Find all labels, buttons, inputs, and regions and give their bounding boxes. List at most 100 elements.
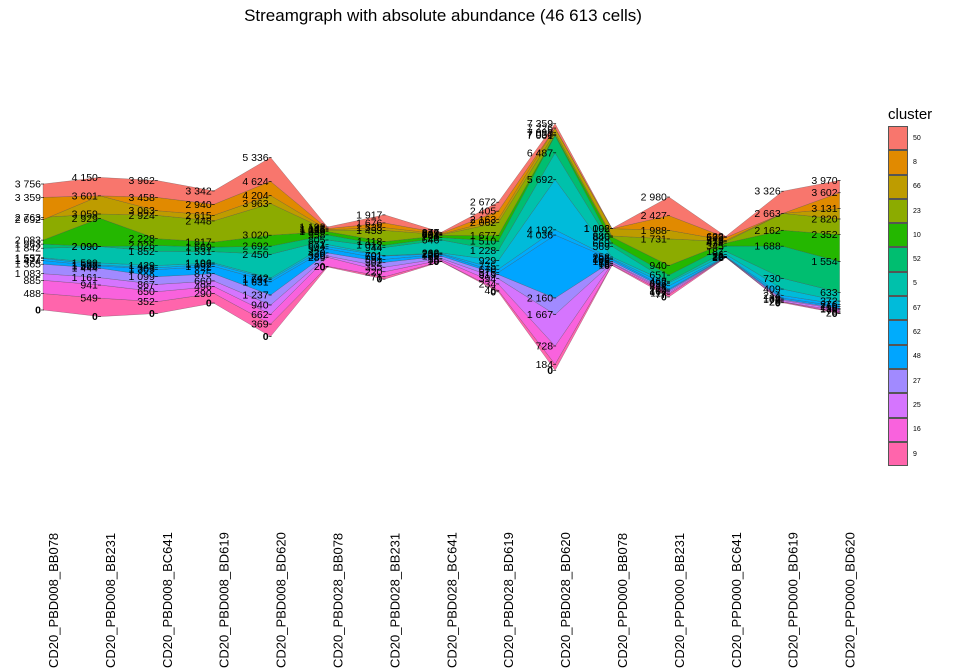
value-label: 940 bbox=[649, 260, 667, 272]
value-label: 775 bbox=[479, 260, 497, 272]
legend-swatch bbox=[888, 368, 908, 394]
value-label: 691 bbox=[365, 250, 383, 262]
value-label: 3 342 bbox=[185, 185, 211, 197]
value-label: 875 bbox=[194, 268, 212, 280]
value-label: 2 090 bbox=[72, 241, 98, 253]
value-label: 1 688 bbox=[754, 241, 780, 253]
value-label: 1 012 bbox=[356, 240, 382, 252]
value-label: 4 036 bbox=[527, 230, 553, 242]
value-label: 2 405 bbox=[470, 206, 496, 218]
value-label: 210 bbox=[820, 301, 838, 313]
value-label: 184 bbox=[536, 359, 554, 371]
legend-label: 52 bbox=[913, 256, 921, 264]
value-label: 1 599 bbox=[72, 257, 98, 269]
value-label: 728 bbox=[536, 341, 554, 353]
value-label: 885 bbox=[23, 275, 41, 287]
x-tick-label: CD20_PPD000_BD619 bbox=[786, 532, 801, 668]
value-label: 1 817 bbox=[185, 237, 211, 249]
value-label: 2 929 bbox=[72, 213, 98, 225]
value-label: 409 bbox=[763, 284, 781, 296]
value-label: 200 bbox=[649, 285, 667, 297]
value-label: 671 bbox=[308, 239, 326, 251]
value-label: 479 bbox=[706, 236, 724, 248]
legend-item-48: 48 bbox=[888, 344, 954, 369]
x-tick-label: CD20_PBD008_BD620 bbox=[274, 532, 289, 668]
value-label: 158 bbox=[820, 303, 838, 315]
value-label: 3 131 bbox=[811, 203, 837, 215]
value-label: 2 940 bbox=[185, 199, 211, 211]
value-label: 1 118 bbox=[357, 236, 383, 248]
value-label: 929 bbox=[479, 255, 497, 267]
x-tick-label: CD20_PBD028_BD619 bbox=[501, 532, 516, 668]
value-label: 1 667 bbox=[527, 309, 553, 321]
value-label: 117 bbox=[650, 288, 667, 300]
legend: cluster 50 8 66 23 10 52 5 67 62 48 27 25 16 9 bbox=[888, 106, 954, 467]
value-label: 1 676 bbox=[356, 217, 382, 229]
x-tick-label: CD20_PBD028_BD620 bbox=[558, 532, 573, 668]
legend-label: 16 bbox=[913, 426, 921, 434]
x-tick-label: CD20_PBD008_BC641 bbox=[160, 532, 175, 668]
value-label: 3 963 bbox=[242, 198, 268, 210]
value-label: 2 163 bbox=[470, 214, 496, 226]
value-label: 701 bbox=[365, 250, 383, 262]
value-label: 2 763 bbox=[15, 212, 41, 224]
value-label: 1 510 bbox=[470, 236, 496, 248]
value-label: 877 bbox=[422, 227, 440, 239]
value-label: 164 bbox=[649, 286, 667, 298]
value-label: 1 697 bbox=[242, 274, 268, 286]
value-label: 1 228 bbox=[470, 245, 496, 257]
value-label: 423 bbox=[649, 277, 667, 289]
value-label: 1 083 bbox=[15, 268, 41, 280]
value-label: 187 bbox=[706, 246, 724, 258]
value-label: 804 bbox=[422, 229, 440, 241]
value-label: 20 bbox=[314, 261, 326, 273]
x-tick-label: CD20_PPD000_BD620 bbox=[843, 532, 858, 668]
value-label: 1 557 bbox=[15, 252, 41, 264]
legend-item-23: 23 bbox=[888, 198, 954, 224]
value-label: 434 bbox=[706, 238, 724, 250]
value-label: 846 bbox=[592, 232, 610, 244]
value-label: 36 bbox=[712, 251, 724, 263]
value-label: 1 365 bbox=[15, 259, 41, 271]
value-label: 352 bbox=[137, 296, 155, 308]
value-label: 1 474 bbox=[15, 255, 41, 267]
legend-swatch bbox=[888, 344, 908, 369]
legend-label: 48 bbox=[913, 353, 921, 361]
value-label: 2 083 bbox=[15, 235, 41, 247]
value-label: 3 063 bbox=[129, 205, 155, 217]
x-tick-label: CD20_PBD008_BD619 bbox=[217, 532, 232, 668]
value-label: 2 352 bbox=[811, 229, 837, 241]
value-label: 591 bbox=[365, 254, 383, 266]
value-label: 1 237 bbox=[242, 290, 268, 302]
value-label: 1 538 bbox=[356, 222, 382, 234]
value-label: 549 bbox=[80, 293, 98, 305]
value-label: 1 669 bbox=[185, 242, 211, 254]
value-label: 2 692 bbox=[15, 214, 41, 226]
value-label: 822 bbox=[422, 229, 440, 241]
value-label: 1 537 bbox=[15, 253, 41, 265]
value-label: 0 bbox=[433, 256, 439, 268]
value-label: 7 001 bbox=[527, 130, 553, 142]
value-label: 513 bbox=[706, 235, 724, 247]
value-label: 604 bbox=[308, 241, 326, 253]
value-label: 3 602 bbox=[811, 187, 837, 199]
legend-swatch bbox=[888, 393, 908, 418]
value-label: 2 427 bbox=[641, 210, 667, 222]
value-label: 0 bbox=[263, 331, 269, 343]
legend-swatch bbox=[888, 126, 908, 151]
value-label: 16 bbox=[712, 252, 724, 264]
legend-item-16: 16 bbox=[888, 417, 954, 442]
value-label: 867 bbox=[137, 279, 155, 291]
legend-label: 23 bbox=[913, 207, 921, 215]
legend-item-8: 8 bbox=[888, 150, 954, 175]
value-label: 1 429 bbox=[129, 260, 155, 272]
value-label: 1 536 bbox=[72, 260, 98, 272]
value-label: 180 bbox=[592, 254, 610, 266]
legend-items: 50 8 66 23 10 52 5 67 62 48 27 25 16 9 bbox=[888, 126, 954, 467]
value-label: 1 196 bbox=[185, 257, 211, 269]
legend-swatch bbox=[888, 174, 908, 199]
value-label: 2 980 bbox=[641, 192, 667, 204]
value-label: 669 bbox=[592, 238, 610, 250]
value-label: 329 bbox=[308, 250, 326, 262]
